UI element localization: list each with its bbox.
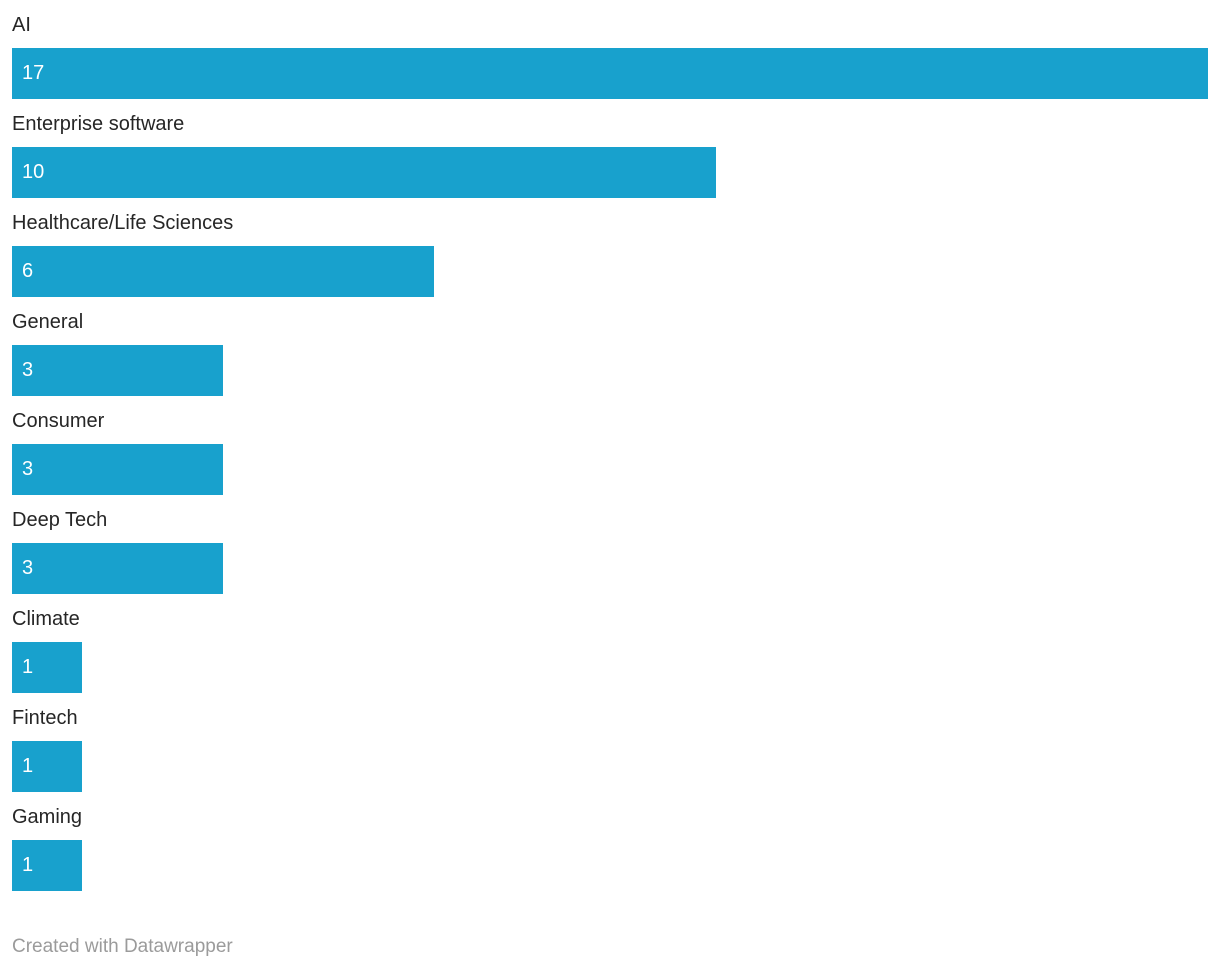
bar: 3 <box>12 345 224 396</box>
bar: 3 <box>12 543 224 594</box>
bar-row: Gaming 1 <box>12 792 1208 891</box>
category-label: General <box>12 311 84 333</box>
bar-row: Healthcare/Life Sciences 6 <box>12 198 1208 297</box>
category-label: Deep Tech <box>12 509 108 531</box>
datawrapper-credit: Created with Datawrapper <box>12 936 233 957</box>
bar-row: Enterprise software 10 <box>12 99 1208 198</box>
bar-value-label: 6 <box>22 260 34 282</box>
category-label: Fintech <box>12 707 78 729</box>
bar: 3 <box>12 444 224 495</box>
bar: 1 <box>12 741 83 792</box>
bar-value-label: 1 <box>22 854 34 876</box>
category-label: Consumer <box>12 410 105 432</box>
chart-rows: AI 17 Enterprise software 10 Healthcare/… <box>12 0 1208 891</box>
bar-row: Climate 1 <box>12 594 1208 693</box>
bar-value-label: 1 <box>22 755 34 777</box>
bar: 10 <box>12 147 716 198</box>
category-label: Climate <box>12 608 80 630</box>
bar: 1 <box>12 840 83 891</box>
bar: 6 <box>12 246 435 297</box>
bar-row: AI 17 <box>12 0 1208 99</box>
category-label: AI <box>12 14 31 36</box>
bar: 1 <box>12 642 83 693</box>
bar-value-label: 3 <box>22 458 34 480</box>
bar-row: General 3 <box>12 297 1208 396</box>
bar-value-label: 3 <box>22 557 34 579</box>
bar-value-label: 1 <box>22 656 34 678</box>
bar: 17 <box>12 48 1208 99</box>
bar-value-label: 3 <box>22 359 34 381</box>
category-label: Healthcare/Life Sciences <box>12 212 234 234</box>
category-label: Gaming <box>12 806 83 828</box>
category-label: Enterprise software <box>12 113 185 135</box>
bar-row: Consumer 3 <box>12 396 1208 495</box>
bar-value-label: 17 <box>22 62 45 84</box>
bar-row: Deep Tech 3 <box>12 495 1208 594</box>
bar-value-label: 10 <box>22 161 45 183</box>
bar-row: Fintech 1 <box>12 693 1208 792</box>
